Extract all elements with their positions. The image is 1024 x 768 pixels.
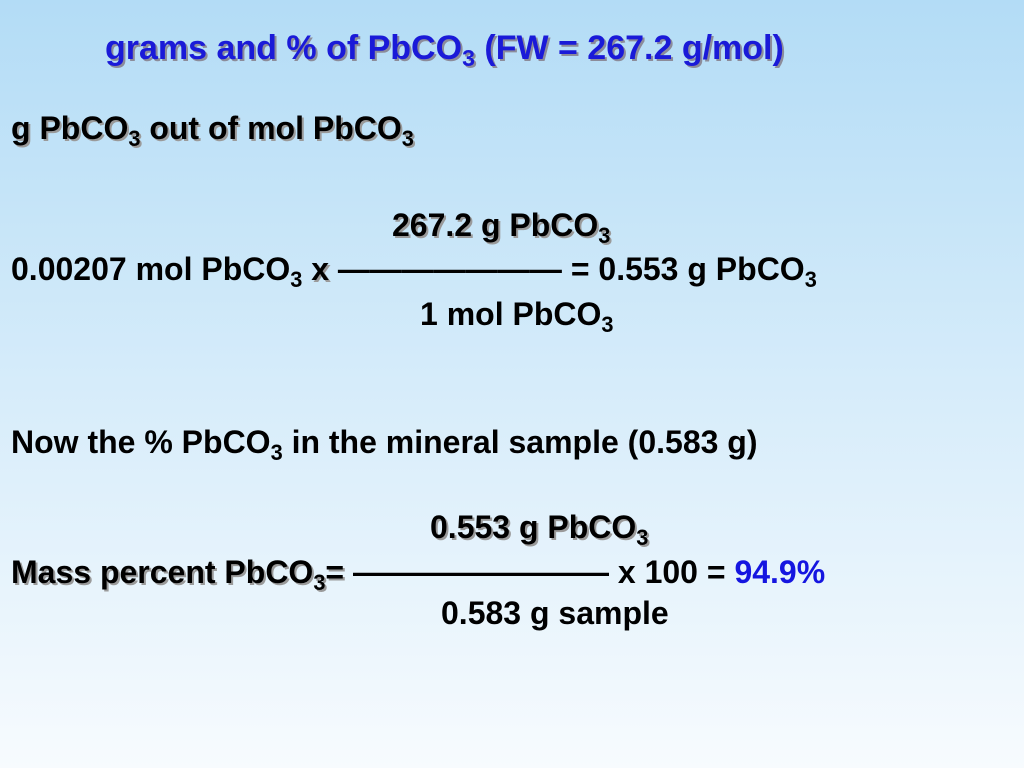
calc1-lead-subscript: 3 bbox=[290, 266, 303, 292]
calc2-numerator-subscript: 3 bbox=[636, 524, 649, 550]
title-subscript: 3 bbox=[462, 45, 475, 72]
percent-intro-text-tail: in the mineral sample (0.583 g) bbox=[282, 424, 758, 460]
calc2-lead: Mass percent PbCO3= bbox=[11, 554, 345, 593]
calc2-numerator-text: 0.553 g PbCO bbox=[430, 509, 637, 545]
calc1-times: x bbox=[311, 251, 330, 287]
calc1-result-subscript: 3 bbox=[804, 266, 817, 292]
calc2-result-value: 94.9% bbox=[734, 554, 826, 590]
calc2-numerator: 0.553 g PbCO3 bbox=[430, 509, 648, 548]
calc1-lead-text: 0.00207 mol PbCO bbox=[11, 251, 291, 287]
percent-intro-text: Now the % PbCO bbox=[11, 424, 271, 460]
calc2-tail-text: x 100 = bbox=[617, 554, 735, 590]
calc2-denominator: 0.583 g sample bbox=[441, 597, 669, 629]
calc2-line: Mass percent PbCO3= ———————— x 100 = 94.… bbox=[11, 554, 826, 593]
calc2-lead-subscript: 3 bbox=[313, 569, 326, 595]
calc1-denominator-text: 1 mol PbCO bbox=[420, 296, 602, 332]
percent-intro: Now the % PbCO3 in the mineral sample (0… bbox=[11, 424, 758, 463]
calc2-fraction-bar: ———————— bbox=[353, 554, 609, 590]
calc1-denominator: 1 mol PbCO3 bbox=[420, 296, 613, 335]
calc2-denominator-text: 0.583 g sample bbox=[441, 595, 669, 631]
calc1-numerator-subscript: 3 bbox=[598, 222, 611, 248]
calc1-line: 0.00207 mol PbCO3 x ——————— = 0.553 g Pb… bbox=[11, 251, 817, 290]
heading-subscript: 3 bbox=[128, 125, 141, 151]
calc1-numerator: 267.2 g PbCO3 bbox=[392, 207, 610, 246]
title-text-tail: (FW = 267.2 g/mol) bbox=[474, 29, 784, 67]
slide-title: grams and % of PbCO3 (FW = 267.2 g/mol) bbox=[105, 29, 784, 70]
calc1-fraction-bar: ——————— bbox=[337, 251, 562, 287]
calc2-equals: = bbox=[325, 554, 345, 590]
heading-text: g PbCO bbox=[11, 110, 129, 146]
percent-intro-subscript: 3 bbox=[270, 439, 283, 465]
calc1-numerator-text: 267.2 g PbCO bbox=[392, 207, 599, 243]
calc1-denominator-subscript: 3 bbox=[601, 311, 614, 337]
calc2-lead-text: Mass percent PbCO bbox=[11, 554, 314, 590]
heading-subscript-2: 3 bbox=[401, 125, 414, 151]
section-heading: g PbCO3 out of mol PbCO3 bbox=[11, 110, 414, 149]
heading-text-tail: out of mol PbCO bbox=[140, 110, 402, 146]
calc1-result-text: = 0.553 g PbCO bbox=[570, 251, 805, 287]
title-text: grams and % of PbCO bbox=[105, 29, 463, 67]
